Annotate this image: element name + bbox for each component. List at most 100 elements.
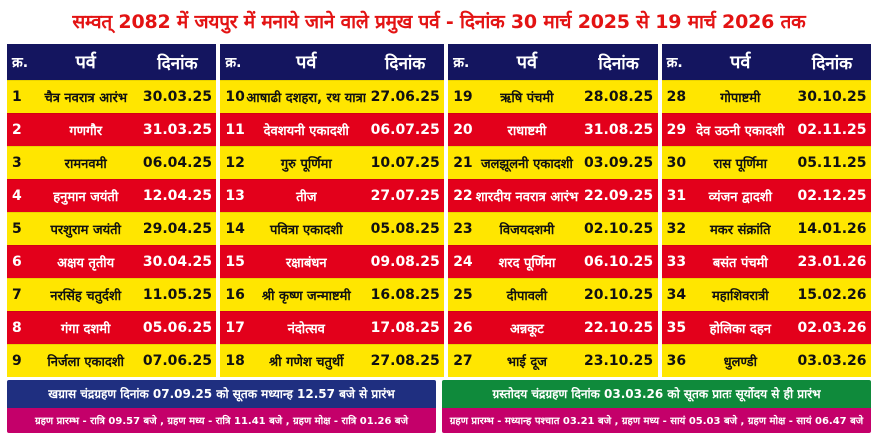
festival-date: 09.08.25	[370, 254, 440, 270]
festival-name: शरद पूर्णिमा	[498, 256, 556, 271]
table-row: 34 महाशिवरात्री 15.02.26	[661, 278, 871, 311]
festival-serial: 22	[453, 188, 473, 204]
festival-name: बसंत पंचमी	[712, 256, 768, 271]
festival-name: देवशयनी एकादशी	[263, 124, 349, 139]
festival-name: आषाढी दशहरा, रथ यात्रा	[246, 91, 367, 106]
festival-serial: 11	[225, 122, 245, 138]
table-row: 6 अक्षय तृतीय 30.04.25	[7, 245, 217, 278]
table-row: 30 रास पूर्णिमा 05.11.25	[661, 146, 871, 179]
festival-date: 31.08.25	[584, 122, 654, 138]
festival-column: क्र. पर्व दिनांक 28 गोपाष्टमी 30.10.25 29 देव उ…	[661, 44, 871, 377]
table-row: 13 तीज 27.07.25	[220, 179, 445, 212]
table-header: क्र. पर्व दिनांक	[661, 44, 871, 80]
table-row: 22 शारदीय नवरात्र आरंभ 22.09.25	[448, 179, 658, 212]
festival-serial: 29	[666, 122, 687, 138]
festival-date: 23.01.26	[797, 254, 867, 270]
festival-name: नरसिंह चतुर्दशी	[50, 289, 122, 304]
festival-name: राधाष्टमी	[507, 124, 547, 139]
festival-serial: 14	[225, 221, 245, 237]
festival-serial: 15	[225, 254, 245, 270]
festival-serial: 6	[12, 254, 22, 270]
eclipse-2-headline: ग्रस्तोदय चंद्रग्रहण दिनांक 03.03.26 को …	[442, 380, 871, 408]
festival-date: 03.09.25	[584, 155, 654, 171]
festival-serial: 31	[666, 188, 687, 204]
festival-name: अक्षय तृतीय	[57, 256, 115, 271]
festival-date: 29.04.25	[142, 221, 212, 237]
table-row: 35 होलिका दहन 02.03.26	[661, 311, 871, 344]
table-row: 21 जलझूलनी एकादशी 03.09.25	[448, 146, 658, 179]
festival-serial: 21	[453, 155, 473, 171]
festival-serial: 16	[225, 287, 245, 303]
eclipse-1-headline: खग्रास चंद्रग्रहण दिनांक 07.09.25 को सूत…	[7, 380, 436, 408]
header-festival: पर्व	[75, 52, 96, 73]
table-header: क्र. पर्व दिनांक	[7, 44, 217, 80]
festival-serial: 5	[12, 221, 22, 237]
festival-date: 02.03.26	[797, 320, 867, 336]
festival-date: 03.03.26	[797, 353, 867, 369]
festival-date: 30.03.25	[142, 89, 212, 105]
festival-column: क्र. पर्व दिनांक 1 चैत्र नवरात्र आरंभ 30.03.2…	[7, 44, 217, 377]
festival-name: महाशिवरात्री	[711, 289, 769, 304]
table-row: 7 नरसिंह चतुर्दशी 11.05.25	[7, 278, 217, 311]
festival-serial: 27	[453, 353, 473, 369]
festival-serial: 3	[12, 155, 22, 171]
festival-serial: 10	[225, 89, 245, 105]
header-date: दिनांक	[385, 53, 426, 74]
eclipse-1-timings: ग्रहण प्रारम्भ - रात्रि 09.57 बजे , ग्रह…	[7, 407, 436, 433]
festival-serial: 8	[12, 320, 22, 336]
festival-table: क्र. पर्व दिनांक 1 चैत्र नवरात्र आरंभ 30.03.2…	[7, 44, 871, 377]
table-row: 8 गंगा दशमी 05.06.25	[7, 311, 217, 344]
festival-serial: 1	[12, 89, 22, 105]
lunar-eclipse-box-2: ग्रस्तोदय चंद्रग्रहण दिनांक 03.03.26 को …	[442, 380, 871, 433]
table-row: 24 शरद पूर्णिमा 06.10.25	[448, 245, 658, 278]
festival-name: श्री गणेश चतुर्थी	[269, 355, 344, 370]
festival-serial: 12	[225, 155, 245, 171]
festival-name: होलिका दहन	[709, 322, 771, 337]
festival-serial: 34	[666, 287, 687, 303]
festival-name: रास पूर्णिमा	[713, 157, 767, 172]
festival-name: श्री कृष्ण जन्माष्टमी	[261, 289, 351, 304]
table-row: 18 श्री गणेश चतुर्थी 27.08.25	[220, 344, 445, 377]
table-row: 3 रामनवमी 06.04.25	[7, 146, 217, 179]
festival-date: 14.01.26	[797, 221, 867, 237]
table-row: 1 चैत्र नवरात्र आरंभ 30.03.25	[7, 80, 217, 113]
festival-date: 10.07.25	[370, 155, 440, 171]
table-row: 19 ऋषि पंचमी 28.08.25	[448, 80, 658, 113]
table-row: 14 पवित्रा एकादशी 05.08.25	[220, 212, 445, 245]
header-festival: पर्व	[296, 52, 317, 73]
festival-name: व्यंजन द्वादशी	[708, 190, 772, 205]
eclipse-info: खग्रास चंद्रग्रहण दिनांक 07.09.25 को सूत…	[7, 380, 871, 433]
table-row: 16 श्री कृष्ण जन्माष्टमी 16.08.25	[220, 278, 445, 311]
festival-serial: 25	[453, 287, 473, 303]
table-row: 28 गोपाष्टमी 30.10.25	[661, 80, 871, 113]
festival-name: हनुमान जयंती	[53, 190, 119, 205]
festival-date: 06.04.25	[142, 155, 212, 171]
festival-name: गुरु पूर्णिमा	[280, 157, 332, 172]
festival-serial: 19	[453, 89, 473, 105]
header-serial: क्र.	[666, 54, 683, 71]
festival-name: ऋषि पंचमी	[500, 91, 554, 106]
festival-name: शारदीय नवरात्र आरंभ	[475, 190, 579, 205]
festival-date: 17.08.25	[370, 320, 440, 336]
table-row: 4 हनुमान जयंती 12.04.25	[7, 179, 217, 212]
festival-name: जलझूलनी एकादशी	[480, 157, 573, 172]
festival-name: नंदोत्सव	[287, 322, 325, 337]
festival-serial: 17	[225, 320, 245, 336]
header-serial: क्र.	[12, 54, 29, 71]
festival-date: 06.07.25	[370, 122, 440, 138]
festival-serial: 28	[666, 89, 687, 105]
festival-name: गणगौर	[69, 124, 103, 139]
festival-name: पवित्रा एकादशी	[269, 223, 343, 238]
header-date: दिनांक	[157, 53, 198, 74]
festival-date: 22.10.25	[584, 320, 654, 336]
festival-name: देव उठनी एकादशी	[696, 124, 785, 139]
festival-date: 30.04.25	[142, 254, 212, 270]
table-row: 15 रक्षाबंधन 09.08.25	[220, 245, 445, 278]
table-row: 32 मकर संक्रांति 14.01.26	[661, 212, 871, 245]
table-row: 5 परशुराम जयंती 29.04.25	[7, 212, 217, 245]
festival-date: 06.10.25	[584, 254, 654, 270]
festival-serial: 32	[666, 221, 687, 237]
header-festival: पर्व	[730, 52, 751, 73]
festival-date: 16.08.25	[370, 287, 440, 303]
festival-serial: 36	[666, 353, 687, 369]
